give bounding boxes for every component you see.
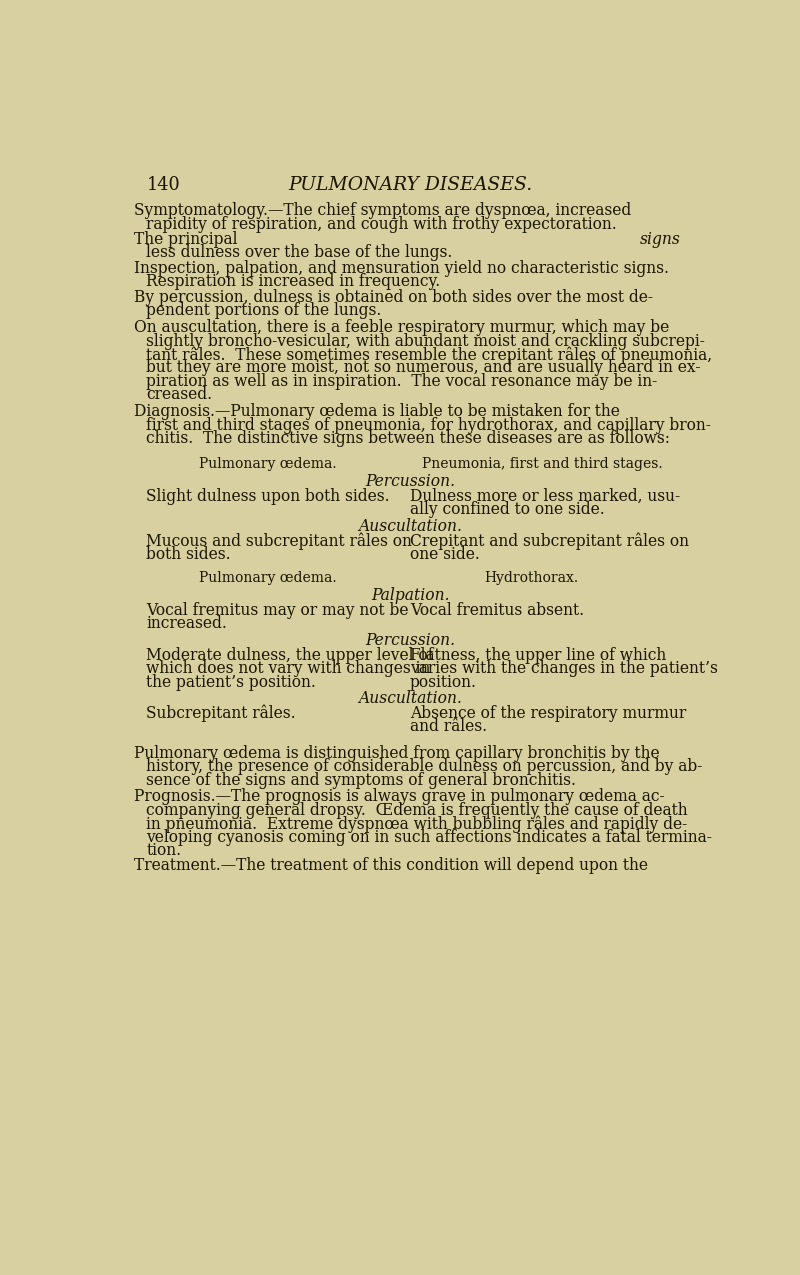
- Text: rapidity of respiration, and cough with frothy expectoration.: rapidity of respiration, and cough with …: [146, 215, 618, 232]
- Text: the patient’s position.: the patient’s position.: [146, 673, 316, 691]
- Text: companying general dropsy.  Œdema is frequently the cause of death: companying general dropsy. Œdema is freq…: [146, 802, 688, 819]
- Text: Pneumonia, first and third stages.: Pneumonia, first and third stages.: [422, 456, 663, 470]
- Text: both sides.: both sides.: [146, 546, 231, 562]
- Text: Diagnosis.—Pulmonary œdema is liable to be mistaken for the: Diagnosis.—Pulmonary œdema is liable to …: [134, 403, 620, 421]
- Text: less dulness over the base of the lungs.: less dulness over the base of the lungs.: [146, 245, 453, 261]
- Text: slightly broncho-vesicular, with abundant moist and crackling subcrepi-: slightly broncho-vesicular, with abundan…: [146, 333, 706, 349]
- Text: but they are more moist, not so numerous, and are usually heard in ex-: but they are more moist, not so numerous…: [146, 360, 701, 376]
- Text: tion.: tion.: [146, 842, 182, 859]
- Text: Crepitant and subcrepitant râles on: Crepitant and subcrepitant râles on: [410, 533, 689, 550]
- Text: Inspection, palpation, and mensuration yield no characteristic signs.: Inspection, palpation, and mensuration y…: [134, 260, 669, 277]
- Text: Dulness more or less marked, usu-: Dulness more or less marked, usu-: [410, 488, 680, 505]
- Text: in pneumonia.  Extreme dyspnœa with bubbling râles and rapidly de-: in pneumonia. Extreme dyspnœa with bubbl…: [146, 815, 688, 833]
- Text: and râles.: and râles.: [410, 718, 487, 736]
- Text: Prognosis.—The prognosis is always grave in pulmonary œdema ac-: Prognosis.—The prognosis is always grave…: [134, 788, 665, 806]
- Text: On auscultation, there is a feeble respiratory murmur, which may be: On auscultation, there is a feeble respi…: [134, 319, 670, 337]
- Text: Subcrepitant râles.: Subcrepitant râles.: [146, 705, 296, 723]
- Text: Respiration is increased in frequency.: Respiration is increased in frequency.: [146, 273, 441, 291]
- Text: which does not vary with changes in: which does not vary with changes in: [146, 660, 431, 677]
- Text: Moderate dulness, the upper level of: Moderate dulness, the upper level of: [146, 646, 434, 664]
- Text: creased.: creased.: [146, 386, 213, 403]
- Text: The principal: The principal: [134, 231, 242, 249]
- Text: Pulmonary œdema.: Pulmonary œdema.: [199, 571, 337, 585]
- Text: Vocal fremitus absent.: Vocal fremitus absent.: [410, 602, 584, 618]
- Text: tant râles.  These sometimes resemble the crepitant râles of pneumonia,: tant râles. These sometimes resemble the…: [146, 346, 713, 363]
- Text: history, the presence of considerable dulness on percussion, and by ab-: history, the presence of considerable du…: [146, 759, 703, 775]
- Text: Pulmonary œdema is distinguished from capillary bronchitis by the: Pulmonary œdema is distinguished from ca…: [134, 745, 660, 762]
- Text: Auscultation.: Auscultation.: [358, 690, 462, 708]
- Text: Palpation.: Palpation.: [370, 588, 450, 604]
- Text: piration as well as in inspiration.  The vocal resonance may be in-: piration as well as in inspiration. The …: [146, 372, 658, 390]
- Text: sence of the signs and symptoms of general bronchitis.: sence of the signs and symptoms of gener…: [146, 771, 577, 789]
- Text: Hydrothorax.: Hydrothorax.: [485, 571, 578, 585]
- Text: signs: signs: [640, 231, 681, 249]
- Text: Symptomatology.—The chief symptoms are dyspnœa, increased: Symptomatology.—The chief symptoms are d…: [134, 203, 631, 219]
- Text: first and third stages of pneumonia, for hydrothorax, and capillary bron-: first and third stages of pneumonia, for…: [146, 417, 711, 434]
- Text: position.: position.: [410, 673, 477, 691]
- Text: PULMONARY DISEASES.: PULMONARY DISEASES.: [288, 176, 532, 194]
- Text: Slight dulness upon both sides.: Slight dulness upon both sides.: [146, 488, 390, 505]
- Text: Mucous and subcrepitant râles on: Mucous and subcrepitant râles on: [146, 533, 412, 550]
- Text: Vocal fremitus may or may not be: Vocal fremitus may or may not be: [146, 602, 409, 618]
- Text: one side.: one side.: [410, 546, 480, 562]
- Text: Pulmonary œdema.: Pulmonary œdema.: [199, 456, 337, 470]
- Text: Absence of the respiratory murmur: Absence of the respiratory murmur: [410, 705, 686, 722]
- Text: Treatment.—The treatment of this condition will depend upon the: Treatment.—The treatment of this conditi…: [134, 857, 648, 875]
- Text: Flatness, the upper line of which: Flatness, the upper line of which: [410, 646, 666, 664]
- Text: Auscultation.: Auscultation.: [358, 518, 462, 534]
- Text: chitis.  The distinctive signs between these diseases are as follows:: chitis. The distinctive signs between th…: [146, 430, 670, 448]
- Text: Percussion.: Percussion.: [365, 473, 455, 490]
- Text: ally confined to one side.: ally confined to one side.: [410, 501, 605, 518]
- Text: increased.: increased.: [146, 616, 227, 632]
- Text: pendent portions of the lungs.: pendent portions of the lungs.: [146, 302, 382, 319]
- Text: 140: 140: [146, 176, 180, 194]
- Text: Percussion.: Percussion.: [365, 632, 455, 649]
- Text: By percussion, dulness is obtained on both sides over the most de-: By percussion, dulness is obtained on bo…: [134, 288, 653, 306]
- Text: varies with the changes in the patient’s: varies with the changes in the patient’s: [410, 660, 718, 677]
- Text: veloping cyanosis coming on in such affections indicates a fatal termina-: veloping cyanosis coming on in such affe…: [146, 829, 712, 845]
